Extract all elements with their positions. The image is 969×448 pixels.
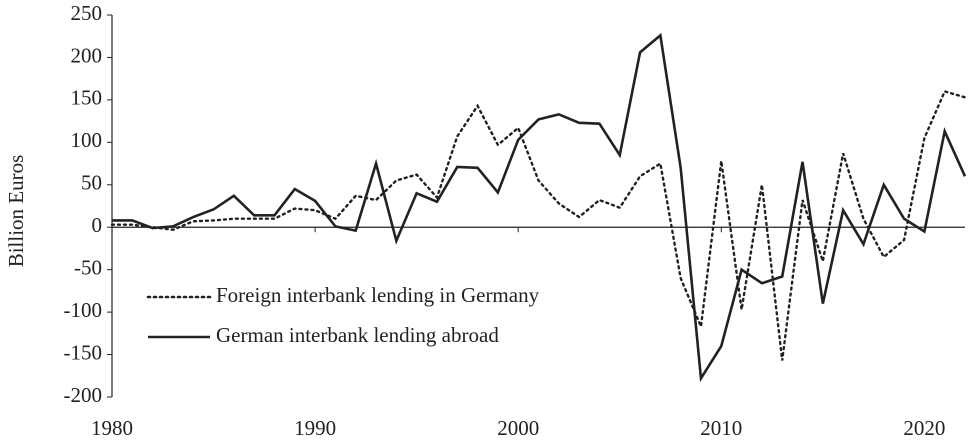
y-tick-label: 50: [81, 171, 102, 195]
line-series: [112, 32, 967, 383]
y-tick-label: 200: [71, 43, 103, 67]
y-tick-label: 150: [71, 86, 103, 110]
x-tick-label: 1990: [294, 416, 336, 440]
y-tick-label: -150: [64, 340, 103, 364]
y-axis-label: Billion Euros: [4, 155, 28, 268]
x-tick-label: 2020: [903, 416, 945, 440]
x-tick-label: 1980: [91, 416, 133, 440]
legend-label: German interbank lending abroad: [216, 323, 499, 347]
y-tick-label: 0: [92, 213, 103, 237]
line-series: [110, 89, 967, 361]
x-tick-label: 2000: [497, 416, 539, 440]
y-tick-label: 100: [71, 128, 103, 152]
x-tick-label: 2010: [700, 416, 742, 440]
y-tick-label: -100: [64, 298, 103, 322]
y-tick-label: -50: [74, 255, 102, 279]
y-tick-label: -200: [64, 383, 103, 407]
y-tick-label: 250: [71, 1, 103, 25]
legend-label: Foreign interbank lending in Germany: [216, 283, 540, 307]
